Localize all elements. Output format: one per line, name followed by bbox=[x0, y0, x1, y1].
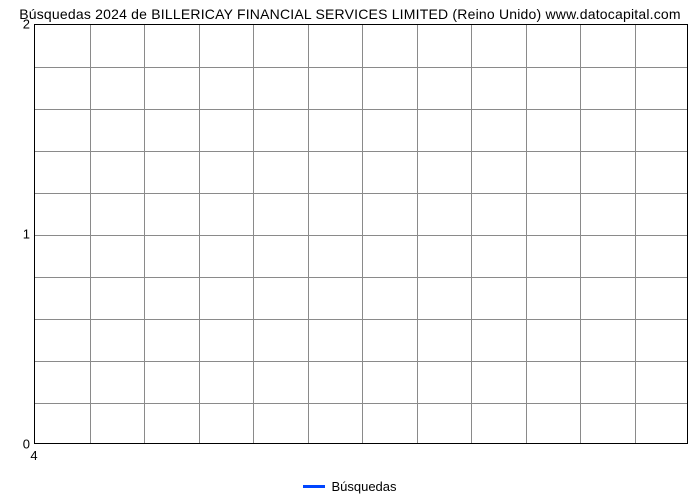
plot-area bbox=[34, 24, 688, 444]
chart-container: Búsquedas 2024 de BILLERICAY FINANCIAL S… bbox=[0, 0, 700, 500]
gridline-v bbox=[635, 25, 636, 443]
gridline-h bbox=[35, 151, 687, 152]
gridline-h bbox=[35, 67, 687, 68]
y-tick-label: 0 bbox=[6, 437, 30, 452]
gridline-h bbox=[35, 319, 687, 320]
y-tick-label: 2 bbox=[6, 17, 30, 32]
gridline-h bbox=[35, 193, 687, 194]
gridline-v bbox=[526, 25, 527, 443]
gridline-h bbox=[35, 109, 687, 110]
gridline-v bbox=[471, 25, 472, 443]
gridline-h bbox=[35, 361, 687, 362]
gridline-h bbox=[35, 235, 687, 236]
gridline-v bbox=[417, 25, 418, 443]
legend-swatch bbox=[303, 485, 325, 488]
y-tick-label: 1 bbox=[6, 227, 30, 242]
gridline-v bbox=[362, 25, 363, 443]
gridline-v bbox=[144, 25, 145, 443]
gridline-v bbox=[308, 25, 309, 443]
legend: Búsquedas bbox=[0, 478, 700, 494]
gridline-h bbox=[35, 277, 687, 278]
gridline-v bbox=[199, 25, 200, 443]
gridline-v bbox=[253, 25, 254, 443]
gridline-v bbox=[90, 25, 91, 443]
legend-label: Búsquedas bbox=[331, 479, 396, 494]
gridline-v bbox=[580, 25, 581, 443]
chart-title: Búsquedas 2024 de BILLERICAY FINANCIAL S… bbox=[0, 6, 700, 22]
gridline-h bbox=[35, 403, 687, 404]
x-tick-label: 4 bbox=[30, 448, 37, 463]
